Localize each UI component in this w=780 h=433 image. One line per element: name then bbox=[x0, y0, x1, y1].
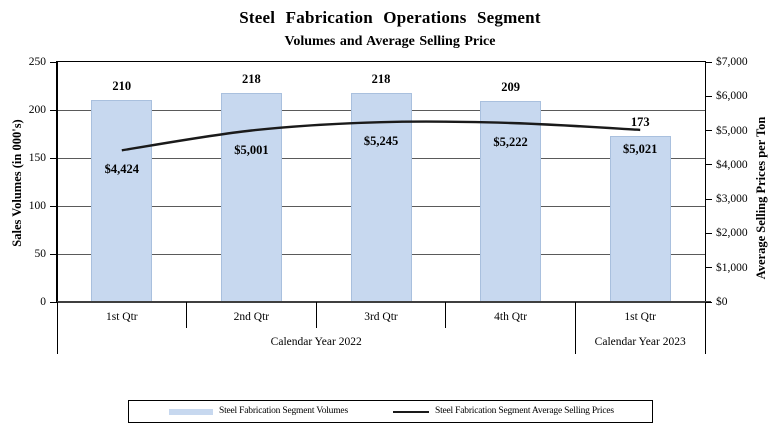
year-group-label: Calendar Year 2022 bbox=[270, 336, 362, 348]
price-label: $5,222 bbox=[493, 134, 528, 149]
legend-volumes-label: Steel Fabrication Segment Volumes bbox=[219, 406, 348, 416]
left-axis-tick bbox=[50, 157, 57, 159]
right-axis-tick bbox=[705, 61, 712, 63]
left-axis-tick bbox=[50, 301, 57, 303]
price-label: $5,001 bbox=[234, 142, 269, 157]
price-label: $5,021 bbox=[623, 141, 658, 156]
bar-value-label: 218 bbox=[371, 71, 391, 86]
chart-title: Steel Fabrication Operations Segment bbox=[239, 8, 541, 27]
category-label: 1st Qtr bbox=[105, 311, 138, 323]
left-axis-tick-label: 100 bbox=[28, 200, 46, 212]
price-label: $5,245 bbox=[363, 134, 399, 149]
bar-value-label: 210 bbox=[112, 79, 132, 94]
right-axis-tick-label: $4,000 bbox=[716, 158, 748, 171]
bar-value-label: 173 bbox=[630, 114, 650, 129]
plot-border-left bbox=[56, 61, 58, 302]
right-axis-tick bbox=[705, 301, 712, 303]
price-label: $4,424 bbox=[104, 162, 139, 177]
right-axis-tick-label: $2,000 bbox=[716, 227, 748, 240]
quarter-separator bbox=[445, 302, 447, 328]
legend-prices-label: Steel Fabrication Segment Average Sellin… bbox=[435, 406, 614, 416]
right-axis-tick bbox=[705, 164, 712, 166]
right-axis-tick bbox=[705, 198, 712, 200]
volume-bar bbox=[220, 92, 282, 302]
plot-border-top bbox=[57, 61, 706, 62]
left-axis-tick-label: 0 bbox=[40, 296, 46, 308]
right-axis-tick-label: $3,000 bbox=[716, 193, 748, 206]
category-label: 2nd Qtr bbox=[233, 311, 270, 323]
legend-volumes-swatch bbox=[169, 409, 213, 415]
right-axis-tick bbox=[705, 95, 712, 97]
right-axis-tick bbox=[705, 130, 712, 132]
right-axis-tick-label: $6,000 bbox=[716, 90, 748, 103]
category-label: 1st Qtr bbox=[624, 311, 656, 323]
year-group-label: Calendar Year 2023 bbox=[594, 336, 686, 348]
right-axis-tick-label: $7,000 bbox=[716, 56, 748, 68]
left-axis-tick bbox=[50, 61, 57, 63]
volume-bar bbox=[480, 101, 542, 302]
volume-bar bbox=[609, 135, 671, 302]
legend-prices-line-swatch bbox=[393, 411, 429, 413]
volume-bar bbox=[350, 92, 412, 302]
right-axis-tick bbox=[705, 267, 712, 269]
legend: Steel Fabrication Segment Volumes Steel … bbox=[128, 400, 653, 423]
chart-subtitle: Volumes and Average Selling Price bbox=[284, 34, 496, 49]
x-axis-line bbox=[57, 301, 711, 303]
category-label: 4th Qtr bbox=[494, 311, 528, 323]
right-axis-tick bbox=[705, 232, 712, 234]
bar-value-label: 218 bbox=[242, 71, 261, 86]
category-label: 3rd Qtr bbox=[364, 311, 398, 323]
right-axis-tick-label: $1,000 bbox=[716, 261, 748, 274]
right-axis-tick-label: $0 bbox=[716, 296, 728, 308]
year-separator bbox=[704, 302, 706, 354]
left-axis-tick bbox=[50, 253, 57, 255]
plot-border-right bbox=[705, 61, 706, 302]
left-axis-tick-label: 250 bbox=[28, 56, 46, 68]
year-separator bbox=[56, 302, 58, 354]
left-axis-tick bbox=[50, 109, 57, 111]
left-axis-tick-label: 200 bbox=[28, 104, 46, 116]
quarter-separator bbox=[186, 302, 188, 328]
right-axis-tick-label: $5,000 bbox=[716, 124, 748, 137]
left-axis-tick-label: 150 bbox=[28, 152, 46, 164]
year-separator bbox=[574, 302, 576, 354]
quarter-separator bbox=[315, 302, 317, 328]
bar-value-label: 209 bbox=[501, 80, 520, 95]
left-axis-tick bbox=[50, 205, 57, 207]
left-axis-tick-label: 50 bbox=[34, 248, 47, 260]
volume-bar bbox=[91, 100, 153, 302]
